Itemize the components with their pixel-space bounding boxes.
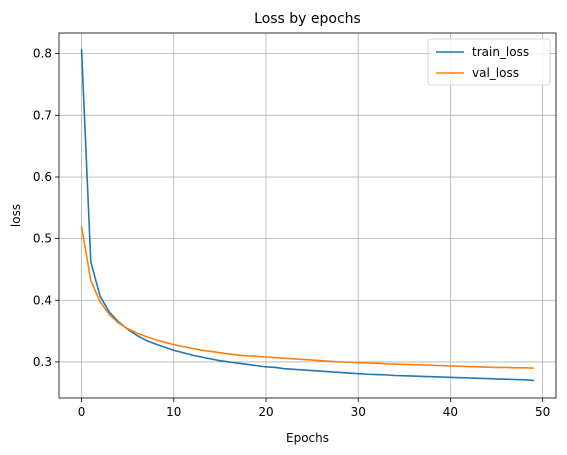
y-tick-label: 0.7 xyxy=(33,108,52,122)
lines-layer xyxy=(80,49,535,382)
ticks-layer: 0 10 20 30 40 50 0.3 0.4 0.5 0.6 0.7 0.8 xyxy=(33,47,550,419)
x-tick-label: 20 xyxy=(258,405,273,419)
x-tick-label: 40 xyxy=(443,405,458,419)
x-tick-label: 30 xyxy=(351,405,366,419)
y-tick-label: 0.8 xyxy=(33,47,52,61)
legend: train_loss val_loss xyxy=(427,38,551,86)
series-line-val-loss xyxy=(80,225,535,369)
legend-label-train-loss: train_loss xyxy=(472,45,529,59)
x-tick-label: 0 xyxy=(78,405,86,419)
x-tick-label: 50 xyxy=(535,405,550,419)
series-line-train-loss xyxy=(80,49,535,382)
plot-frame xyxy=(58,32,557,399)
x-tick-label: 10 xyxy=(166,405,181,419)
y-tick-label: 0.4 xyxy=(33,293,52,307)
y-tick-label: 0.5 xyxy=(33,232,52,246)
y-tick-label: 0.3 xyxy=(33,355,52,369)
grid-layer xyxy=(59,33,556,398)
x-axis-label: Epochs xyxy=(286,431,329,445)
y-axis-label: loss xyxy=(9,204,23,227)
y-tick-label: 0.6 xyxy=(33,170,52,184)
legend-label-val-loss: val_loss xyxy=(472,66,519,80)
chart-title: Loss by epochs xyxy=(254,11,361,27)
